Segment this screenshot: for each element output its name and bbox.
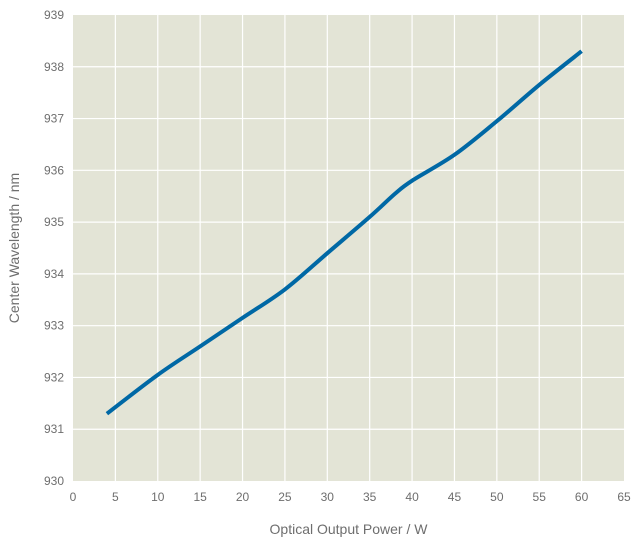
x-tick-label: 45 [448,490,462,504]
x-tick-label: 60 [575,490,589,504]
y-axis-title: Center Wavelength / nm [6,173,22,323]
y-tick-label: 935 [44,215,64,229]
y-tick-label: 937 [44,112,64,126]
grid-lines [73,15,624,481]
y-tick-label: 936 [44,163,64,177]
x-tick-label: 15 [193,490,207,504]
x-tick-label: 40 [405,490,419,504]
x-tick-label: 30 [321,490,335,504]
x-tick-label: 65 [617,490,631,504]
y-tick-label: 930 [44,474,64,488]
x-tick-label: 50 [490,490,504,504]
y-tick-label: 934 [44,267,64,281]
y-tick-label: 939 [44,8,64,22]
x-tick-label: 25 [278,490,292,504]
series-layer [105,49,583,416]
y-axis-tick-labels: 930 931 932 933 934 935 936 937 938 939 [44,8,64,488]
y-tick-label: 932 [44,370,64,384]
x-tick-label: 35 [363,490,377,504]
x-axis-tick-labels: 0 5 10 15 20 25 30 35 40 45 50 55 60 65 [70,490,631,504]
x-tick-label: 10 [151,490,165,504]
x-axis-title: Optical Output Power / W [270,521,429,537]
x-tick-label: 20 [236,490,250,504]
y-tick-label: 931 [44,422,64,436]
x-tick-label: 55 [533,490,547,504]
y-tick-label: 933 [44,319,64,333]
x-tick-label: 5 [112,490,119,504]
y-tick-label: 938 [44,60,64,74]
series-line [105,49,583,416]
x-tick-label: 0 [70,490,77,504]
